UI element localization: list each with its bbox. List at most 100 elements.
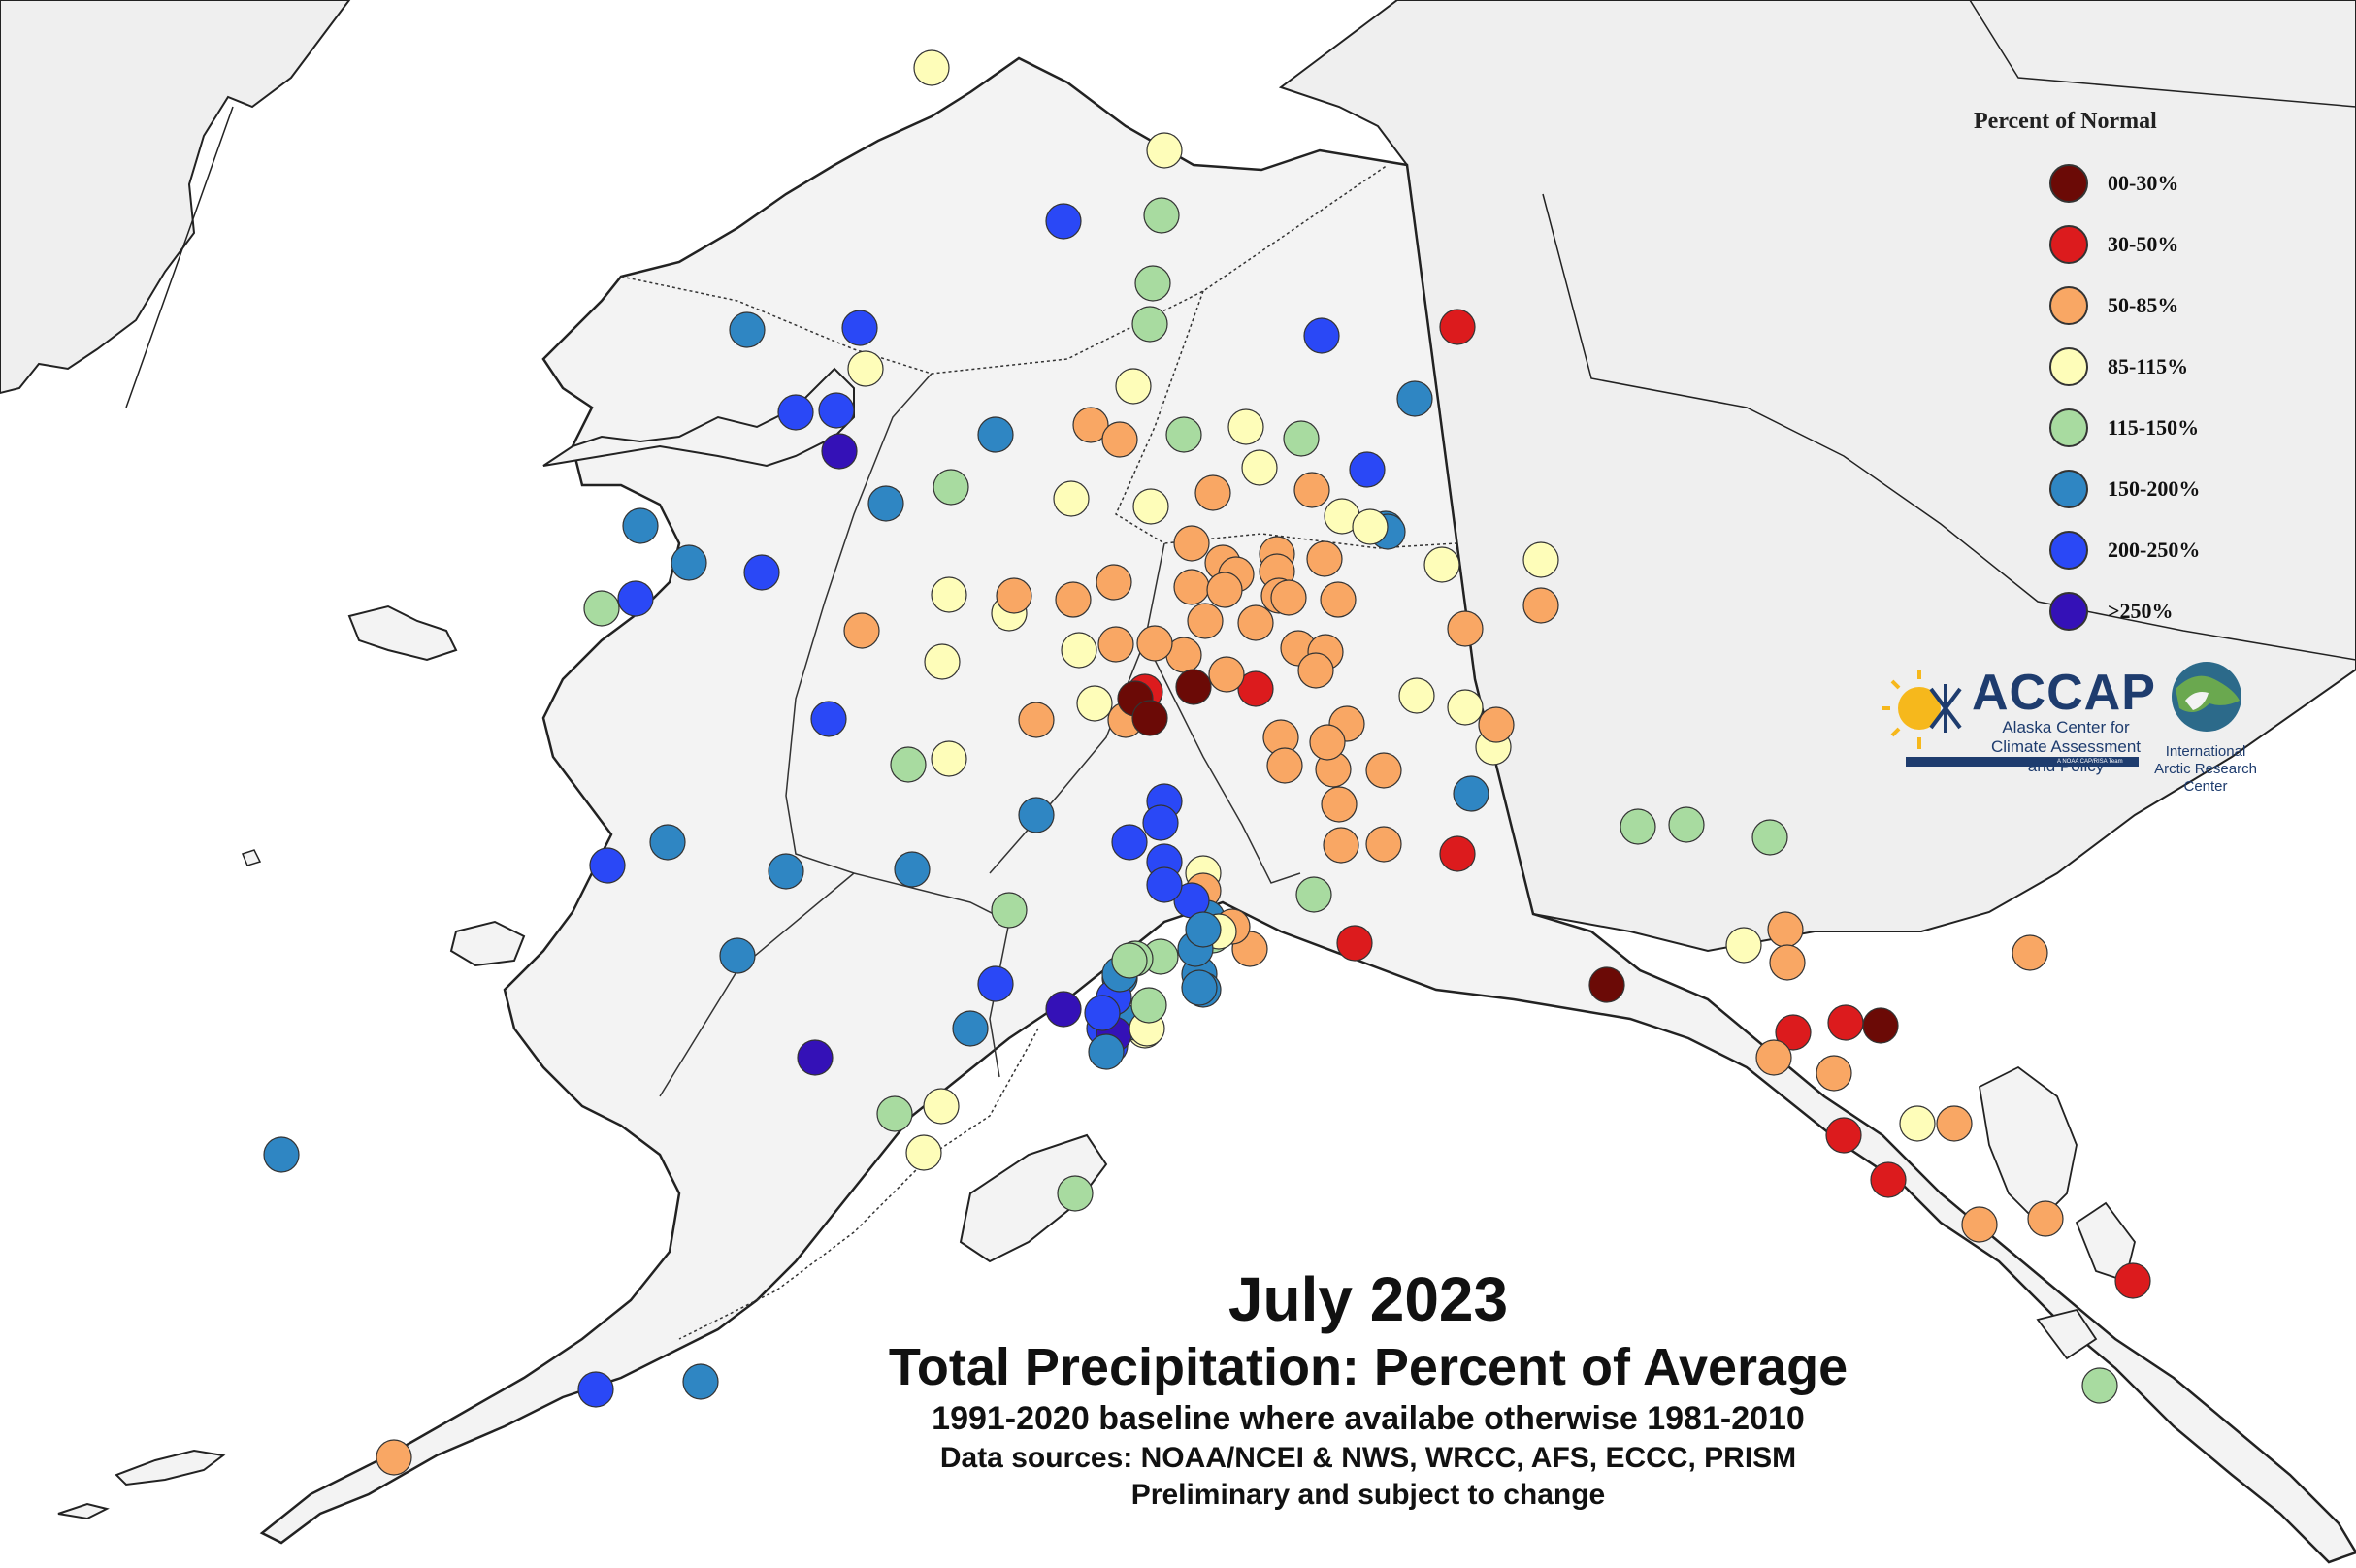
legend-label: 150-200% <box>2108 475 2201 501</box>
station-dot <box>1349 451 1386 488</box>
station-dot <box>1365 826 1402 863</box>
legend-label: 115-150% <box>2108 414 2200 440</box>
station-dot <box>1439 309 1476 345</box>
station-dot <box>1194 474 1231 511</box>
station-dot <box>1096 564 1132 601</box>
station-dot <box>1187 603 1224 639</box>
legend-swatch <box>2049 163 2088 203</box>
station-dot <box>1084 995 1121 1031</box>
station-dot <box>2081 1367 2118 1404</box>
station-dot <box>1293 472 1330 508</box>
station-dot <box>1018 797 1055 833</box>
station-dot <box>1961 1206 1998 1243</box>
station-dot <box>1522 587 1559 624</box>
station-dot <box>1227 408 1264 445</box>
station-dot <box>768 853 804 890</box>
station-dot <box>617 580 654 617</box>
station-dot <box>843 612 880 649</box>
station-dot <box>1447 689 1484 726</box>
station-dot <box>1321 786 1358 823</box>
station-dot <box>1725 927 1762 964</box>
station-dot <box>1899 1105 1936 1142</box>
station-dot <box>1181 969 1218 1006</box>
station-dot <box>1767 911 1804 948</box>
station-dot <box>867 485 904 522</box>
station-dot <box>719 937 756 974</box>
station-dot <box>1018 702 1055 738</box>
station-dot <box>1053 480 1090 517</box>
legend: Percent of Normal 00-30% 30-50% 50-85% 85-1… <box>1960 109 2251 641</box>
station-dot <box>1306 540 1343 577</box>
station-dot <box>1365 752 1402 789</box>
station-dot <box>1352 508 1389 545</box>
data-sources: Data sources: NOAA/NCEI & NWS, WRCC, AFS… <box>939 1442 1797 1474</box>
logos: ACCAP Alaska Center for Climate Assessme… <box>1882 660 2261 795</box>
station-dot <box>1097 626 1134 663</box>
station-dot <box>583 590 620 627</box>
canada-province-line <box>1969 0 2356 108</box>
station-dot <box>1323 827 1359 864</box>
station-dot <box>263 1136 300 1173</box>
station-dot <box>1303 317 1340 354</box>
station-dot <box>1336 925 1373 962</box>
station-dot <box>743 554 780 591</box>
station-dot <box>1130 987 1167 1024</box>
station-dot <box>1755 1039 1792 1076</box>
station-dot <box>1283 420 1320 457</box>
station-dot <box>1862 1007 1899 1044</box>
station-dot <box>1396 380 1433 417</box>
map-title: July 2023 <box>1227 1264 1509 1334</box>
station-dot <box>1439 835 1476 872</box>
station-dot <box>810 701 847 737</box>
station-dot <box>818 392 855 429</box>
station-dot <box>1206 572 1243 608</box>
legend-swatch <box>2049 469 2088 508</box>
station-dot <box>847 350 884 387</box>
legend-item: >250% <box>1960 580 2251 641</box>
station-dot <box>1478 706 1515 743</box>
legend-label: 50-85% <box>2108 292 2179 317</box>
station-dot <box>1825 1117 1862 1154</box>
station-dot <box>894 851 931 888</box>
legend-swatch <box>2049 224 2088 264</box>
station-dot <box>1146 866 1183 903</box>
legend-item: 85-115% <box>1960 336 2251 397</box>
station-dot <box>1208 656 1245 693</box>
station-dot <box>671 544 707 581</box>
legend-item: 200-250% <box>1960 519 2251 580</box>
station-dot <box>1173 525 1210 562</box>
legend-swatch <box>2049 346 2088 386</box>
station-dot <box>1870 1161 1907 1198</box>
preliminary-note: Preliminary and subject to change <box>1130 1479 1606 1511</box>
station-dot <box>1816 1055 1852 1092</box>
station-dot <box>682 1363 719 1400</box>
station-dot <box>1237 604 1274 641</box>
station-dot <box>589 847 626 884</box>
russia-landmass <box>0 0 351 395</box>
station-dot <box>622 507 659 544</box>
station-dot <box>1423 546 1460 583</box>
station-dot <box>1751 819 1788 856</box>
station-dot <box>996 577 1032 614</box>
station-dot <box>1588 966 1625 1003</box>
seward-peninsula <box>542 367 855 468</box>
station-dot <box>1132 488 1169 525</box>
station-dot <box>1045 991 1082 1028</box>
station-dot <box>1668 806 1705 843</box>
station-dot <box>1297 652 1334 689</box>
legend-item: 00-30% <box>1960 152 2251 213</box>
station-dot <box>1447 610 1484 647</box>
station-dot <box>931 576 967 613</box>
accap-subtitle: Alaska Center for Climate Assessment and… <box>1991 718 2141 775</box>
station-dot <box>1057 1175 1094 1212</box>
sun-snowflake-icon <box>1882 670 1962 749</box>
station-dot <box>923 1088 960 1125</box>
station-dot <box>1072 407 1109 443</box>
station-dot <box>1131 306 1168 343</box>
canada-territory-line <box>1542 193 2356 661</box>
legend-item: 115-150% <box>1960 397 2251 458</box>
accap-logo-text: ACCAP <box>1972 665 2156 721</box>
legend-swatch <box>2049 591 2088 631</box>
legend-item: 30-50% <box>1960 213 2251 275</box>
legend-title: Percent of Normal <box>1974 109 2157 134</box>
